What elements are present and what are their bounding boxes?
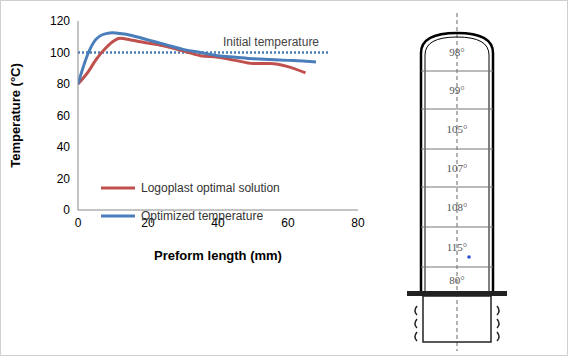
svg-text:98°: 98° [449, 46, 464, 58]
svg-text:0: 0 [63, 203, 70, 217]
svg-text:0: 0 [75, 216, 82, 230]
svg-text:108°: 108° [447, 201, 468, 213]
svg-text:80: 80 [351, 216, 365, 230]
svg-text:20: 20 [57, 172, 71, 186]
svg-text:Temperature (°C): Temperature (°C) [8, 63, 23, 168]
svg-text:99°: 99° [449, 84, 464, 96]
svg-text:40: 40 [57, 140, 71, 154]
svg-text:105°: 105° [447, 123, 468, 135]
svg-text:115°: 115° [447, 241, 468, 253]
svg-text:60: 60 [57, 109, 71, 123]
svg-text:40: 40 [211, 216, 225, 230]
svg-text:80°: 80° [449, 274, 464, 286]
svg-text:80: 80 [57, 77, 71, 91]
svg-text:60: 60 [281, 216, 295, 230]
svg-text:100: 100 [50, 46, 70, 60]
svg-text:107°: 107° [447, 162, 468, 174]
svg-text:120: 120 [50, 14, 70, 28]
svg-text:Preform length (mm): Preform length (mm) [154, 248, 282, 263]
svg-text:20: 20 [141, 216, 155, 230]
